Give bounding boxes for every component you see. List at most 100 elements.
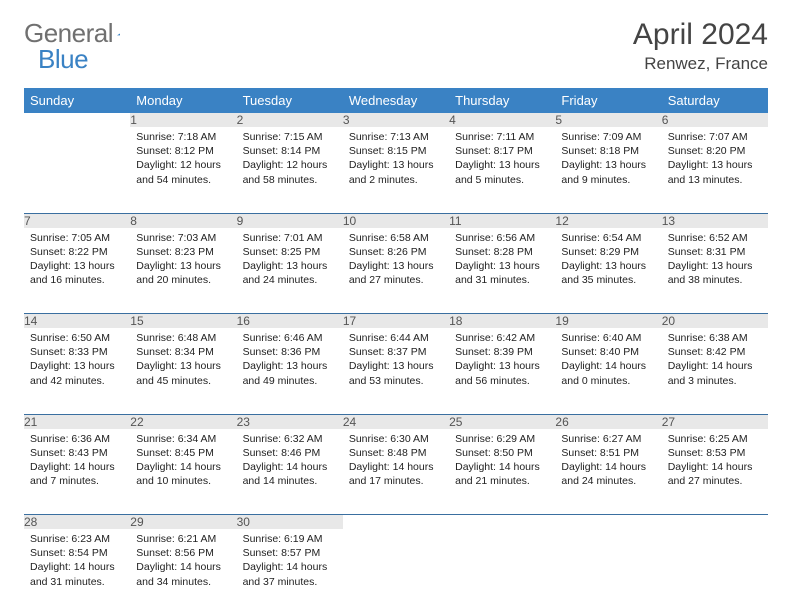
weekday-header: Saturday: [662, 88, 768, 113]
day-cell: Sunrise: 7:15 AMSunset: 8:14 PMDaylight:…: [237, 127, 343, 213]
sunset-text: Sunset: 8:25 PM: [243, 245, 337, 259]
day-cell: Sunrise: 6:40 AMSunset: 8:40 PMDaylight:…: [555, 328, 661, 414]
day-cell: [555, 529, 661, 615]
weekday-header: Thursday: [449, 88, 555, 113]
day-cell: Sunrise: 7:13 AMSunset: 8:15 PMDaylight:…: [343, 127, 449, 213]
day-cell: Sunrise: 6:38 AMSunset: 8:42 PMDaylight:…: [662, 328, 768, 414]
day-cell: Sunrise: 7:09 AMSunset: 8:18 PMDaylight:…: [555, 127, 661, 213]
sunrise-text: Sunrise: 6:42 AM: [455, 331, 549, 345]
sunrise-text: Sunrise: 7:07 AM: [668, 130, 762, 144]
sunrise-text: Sunrise: 6:23 AM: [30, 532, 124, 546]
day-cell: [343, 529, 449, 615]
sunrise-text: Sunrise: 6:54 AM: [561, 231, 655, 245]
day-number: 6: [662, 113, 768, 127]
title-block: April 2024 Renwez, France: [633, 18, 768, 74]
daylight-text: Daylight: 14 hours and 27 minutes.: [668, 460, 762, 488]
daylight-text: Daylight: 13 hours and 45 minutes.: [136, 359, 230, 387]
day-cell: Sunrise: 6:50 AMSunset: 8:33 PMDaylight:…: [24, 328, 130, 414]
day-number: 12: [555, 213, 661, 228]
sunrise-text: Sunrise: 7:01 AM: [243, 231, 337, 245]
sunset-text: Sunset: 8:57 PM: [243, 546, 337, 560]
daylight-text: Daylight: 14 hours and 21 minutes.: [455, 460, 549, 488]
day-cell: Sunrise: 6:52 AMSunset: 8:31 PMDaylight:…: [662, 228, 768, 314]
weekday-header: Wednesday: [343, 88, 449, 113]
day-cell: Sunrise: 7:03 AMSunset: 8:23 PMDaylight:…: [130, 228, 236, 314]
sunset-text: Sunset: 8:37 PM: [349, 345, 443, 359]
day-cell: Sunrise: 6:44 AMSunset: 8:37 PMDaylight:…: [343, 328, 449, 414]
day-number: 28: [24, 515, 130, 530]
day-cell: Sunrise: 6:19 AMSunset: 8:57 PMDaylight:…: [237, 529, 343, 615]
weekday-header: Tuesday: [237, 88, 343, 113]
logo-triangle-icon: [117, 25, 120, 43]
daylight-text: Daylight: 13 hours and 24 minutes.: [243, 259, 337, 287]
day-cell: Sunrise: 6:58 AMSunset: 8:26 PMDaylight:…: [343, 228, 449, 314]
day-cell: Sunrise: 6:30 AMSunset: 8:48 PMDaylight:…: [343, 429, 449, 515]
day-number: 2: [237, 113, 343, 127]
daylight-text: Daylight: 13 hours and 42 minutes.: [30, 359, 124, 387]
sunrise-text: Sunrise: 6:32 AM: [243, 432, 337, 446]
sunset-text: Sunset: 8:28 PM: [455, 245, 549, 259]
sunrise-text: Sunrise: 6:46 AM: [243, 331, 337, 345]
day-cell: Sunrise: 6:48 AMSunset: 8:34 PMDaylight:…: [130, 328, 236, 414]
day-cell: Sunrise: 6:29 AMSunset: 8:50 PMDaylight:…: [449, 429, 555, 515]
day-number: 16: [237, 314, 343, 329]
daylight-text: Daylight: 13 hours and 38 minutes.: [668, 259, 762, 287]
day-number: 13: [662, 213, 768, 228]
month-title: April 2024: [633, 18, 768, 52]
daylight-text: Daylight: 12 hours and 58 minutes.: [243, 158, 337, 186]
sunrise-text: Sunrise: 7:18 AM: [136, 130, 230, 144]
daylight-text: Daylight: 13 hours and 56 minutes.: [455, 359, 549, 387]
sunrise-text: Sunrise: 6:44 AM: [349, 331, 443, 345]
sunrise-text: Sunrise: 7:11 AM: [455, 130, 549, 144]
daylight-text: Daylight: 13 hours and 53 minutes.: [349, 359, 443, 387]
header: General April 2024 Renwez, France: [24, 18, 768, 74]
day-number: 25: [449, 414, 555, 429]
sunset-text: Sunset: 8:51 PM: [561, 446, 655, 460]
sunrise-text: Sunrise: 6:29 AM: [455, 432, 549, 446]
day-number: 30: [237, 515, 343, 530]
day-number: 9: [237, 213, 343, 228]
sunrise-text: Sunrise: 6:25 AM: [668, 432, 762, 446]
weekday-header: Friday: [555, 88, 661, 113]
day-cell: Sunrise: 6:36 AMSunset: 8:43 PMDaylight:…: [24, 429, 130, 515]
day-number: 17: [343, 314, 449, 329]
sunrise-text: Sunrise: 6:52 AM: [668, 231, 762, 245]
sunrise-text: Sunrise: 6:34 AM: [136, 432, 230, 446]
sunrise-text: Sunrise: 6:38 AM: [668, 331, 762, 345]
weekday-header: Monday: [130, 88, 236, 113]
day-number: [555, 515, 661, 530]
day-number: 10: [343, 213, 449, 228]
daylight-text: Daylight: 14 hours and 17 minutes.: [349, 460, 443, 488]
day-cell: Sunrise: 6:23 AMSunset: 8:54 PMDaylight:…: [24, 529, 130, 615]
daylight-text: Daylight: 13 hours and 5 minutes.: [455, 158, 549, 186]
day-number: 22: [130, 414, 236, 429]
sunset-text: Sunset: 8:14 PM: [243, 144, 337, 158]
sunset-text: Sunset: 8:40 PM: [561, 345, 655, 359]
daylight-text: Daylight: 14 hours and 34 minutes.: [136, 560, 230, 588]
sunset-text: Sunset: 8:42 PM: [668, 345, 762, 359]
sunset-text: Sunset: 8:43 PM: [30, 446, 124, 460]
day-number: 4: [449, 113, 555, 127]
day-cell: Sunrise: 6:34 AMSunset: 8:45 PMDaylight:…: [130, 429, 236, 515]
day-number: [24, 113, 130, 127]
daylight-text: Daylight: 13 hours and 35 minutes.: [561, 259, 655, 287]
sunset-text: Sunset: 8:54 PM: [30, 546, 124, 560]
daylight-text: Daylight: 14 hours and 31 minutes.: [30, 560, 124, 588]
day-cell: Sunrise: 6:54 AMSunset: 8:29 PMDaylight:…: [555, 228, 661, 314]
sunset-text: Sunset: 8:39 PM: [455, 345, 549, 359]
daylight-text: Daylight: 13 hours and 27 minutes.: [349, 259, 443, 287]
daylight-text: Daylight: 14 hours and 10 minutes.: [136, 460, 230, 488]
sunset-text: Sunset: 8:17 PM: [455, 144, 549, 158]
daylight-text: Daylight: 14 hours and 37 minutes.: [243, 560, 337, 588]
day-number: 14: [24, 314, 130, 329]
daylight-text: Daylight: 13 hours and 31 minutes.: [455, 259, 549, 287]
sunrise-text: Sunrise: 7:05 AM: [30, 231, 124, 245]
sunset-text: Sunset: 8:20 PM: [668, 144, 762, 158]
day-cell: Sunrise: 6:42 AMSunset: 8:39 PMDaylight:…: [449, 328, 555, 414]
sunset-text: Sunset: 8:48 PM: [349, 446, 443, 460]
sunrise-text: Sunrise: 6:40 AM: [561, 331, 655, 345]
day-number: 11: [449, 213, 555, 228]
day-number: 3: [343, 113, 449, 127]
location: Renwez, France: [633, 54, 768, 74]
sunrise-text: Sunrise: 7:09 AM: [561, 130, 655, 144]
